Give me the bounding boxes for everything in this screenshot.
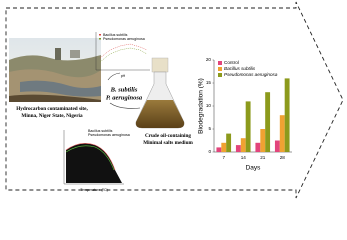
bar [284, 78, 290, 152]
arrow [109, 102, 141, 109]
bar [240, 138, 246, 152]
legend-swatch [218, 67, 222, 71]
legend-swatch [218, 73, 222, 77]
y-tick-label: 10 [206, 103, 212, 108]
site-caption: Hydrocarbon contaminated site, [16, 106, 88, 112]
bar [279, 115, 285, 152]
bar [265, 92, 271, 152]
y-tick-label: 20 [206, 57, 212, 62]
bar [235, 145, 241, 152]
x-axis-label: Days [246, 165, 262, 172]
dashed-arrow [5, 1, 344, 199]
bar [226, 133, 232, 152]
legend-swatch [218, 61, 222, 65]
bacteria-label: B. subtilis [110, 86, 138, 93]
bar [255, 142, 261, 152]
legend-label: Bacillus subtilis [103, 33, 128, 37]
bacteria-label: P. aeruginosa [106, 94, 143, 101]
legend-label: Pseudomonas aeruginosa [103, 37, 145, 41]
arrow [107, 72, 121, 81]
y-tick-label: 0 [208, 149, 211, 154]
legend-label: Bacillus subtilis [88, 129, 113, 133]
medium-caption: Minimal salts medium [143, 140, 193, 146]
bar [274, 140, 280, 152]
x-tick-label: 28 [280, 155, 286, 160]
legend-label: Control [224, 60, 239, 65]
flask [135, 57, 185, 129]
bar [260, 129, 266, 152]
bar [245, 101, 251, 152]
legend-label: Bacillus subtilis [224, 66, 256, 71]
graphical-abstract: Hydrocarbon contaminated site, Minna, Ni… [5, 1, 344, 199]
legend-label: Pseudomonas aeruginosa [88, 133, 130, 137]
medium-caption: Crude oil-containing [145, 133, 191, 139]
tga-chart [63, 130, 124, 185]
ph-chart [95, 32, 150, 71]
bar-chart: 0 5 10 15 20 Biodegradation (%) Days 7 14 21 28 Con… [198, 57, 292, 172]
bar [221, 142, 227, 152]
x-tick-label: 7 [222, 155, 225, 160]
x-tick-label: 14 [241, 155, 247, 160]
site-caption: Minna, Niger State, Nigeria [21, 113, 83, 119]
axis-label: Temperature (°C) [80, 188, 108, 192]
y-axis-label: Biodegradation (%) [198, 78, 205, 134]
bar [216, 147, 222, 152]
legend-label: Pseudomonas aeruginosa [224, 72, 278, 77]
y-tick-label: 5 [208, 126, 211, 131]
x-tick-label: 21 [260, 155, 266, 160]
y-tick-label: 15 [206, 80, 212, 85]
axis-label: pH [121, 74, 126, 78]
site-photo [9, 38, 101, 102]
